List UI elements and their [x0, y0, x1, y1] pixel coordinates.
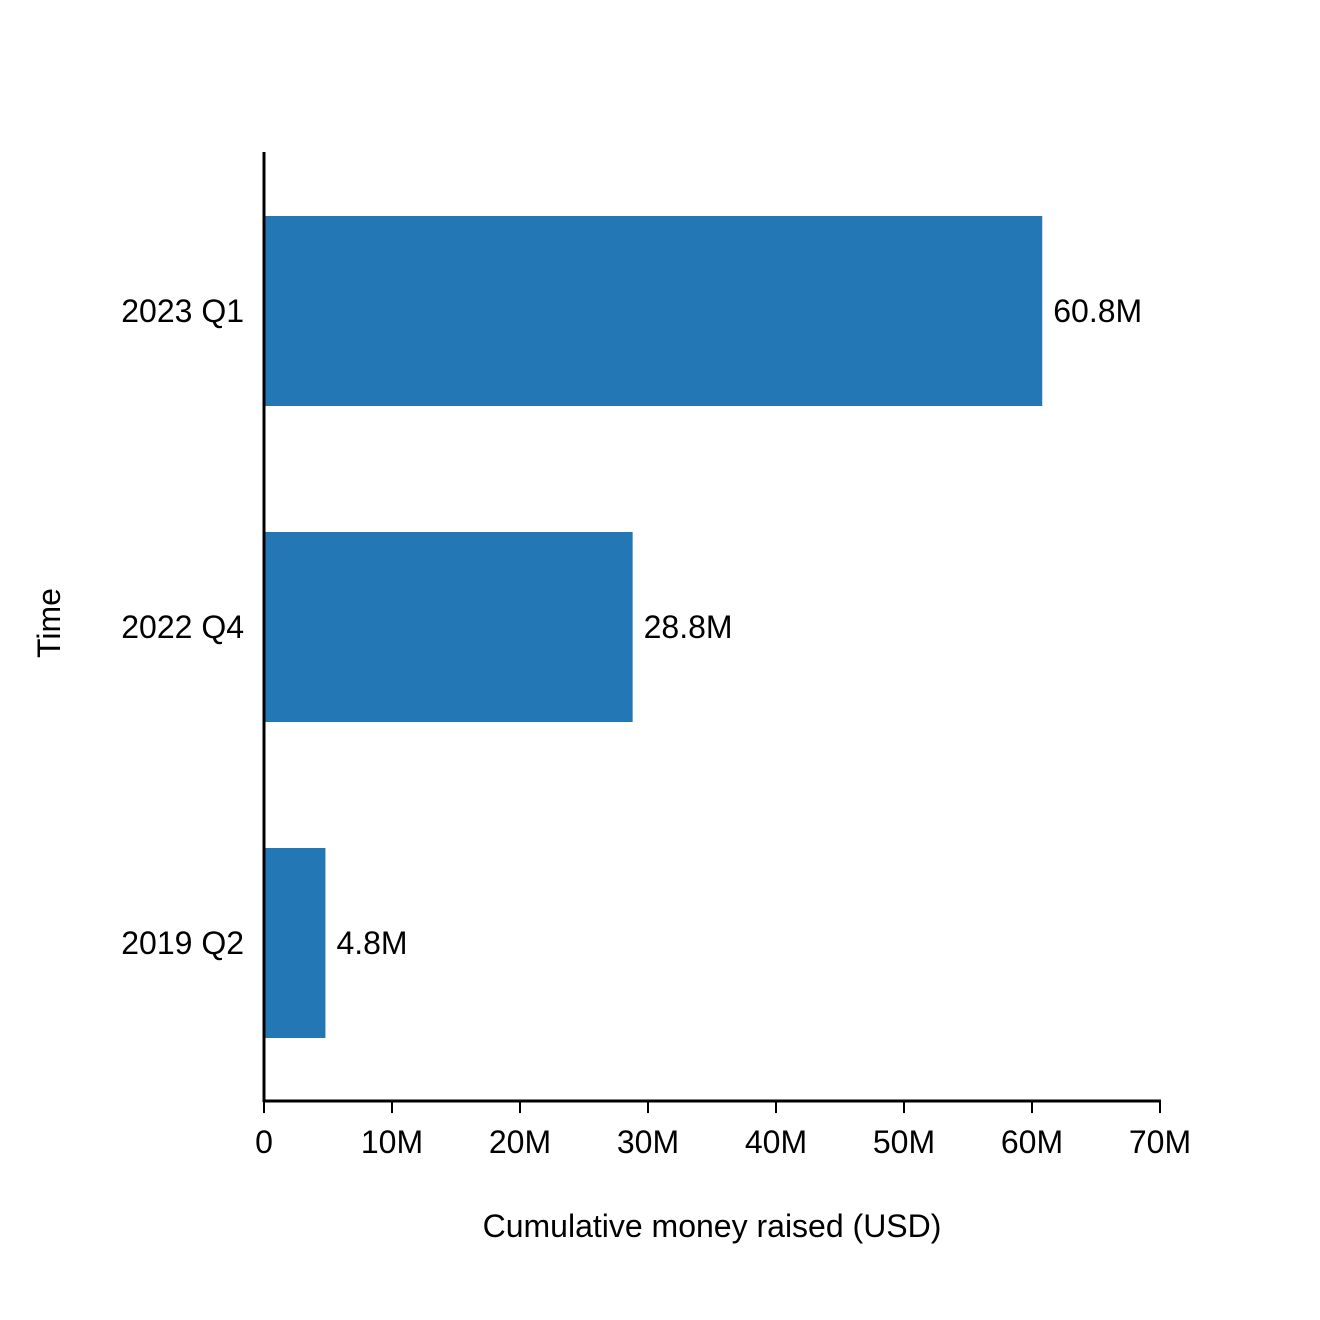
- x-tick-label: 10M: [361, 1124, 423, 1160]
- y-axis-title: Time: [31, 588, 67, 658]
- y-tick-label: 2019 Q2: [121, 925, 244, 961]
- x-tick-label: 30M: [617, 1124, 679, 1160]
- x-tick-label: 20M: [489, 1124, 551, 1160]
- value-label: 4.8M: [336, 925, 407, 961]
- value-labels-group: 60.8M 28.8M 4.8M: [336, 293, 1142, 961]
- x-tick-label: 0: [255, 1124, 273, 1160]
- x-tick-label: 60M: [1001, 1124, 1063, 1160]
- y-tick-label: 2023 Q1: [121, 293, 244, 329]
- x-axis-title: Cumulative money raised (USD): [483, 1208, 942, 1244]
- category-labels-group: 2023 Q1 2022 Q4 2019 Q2: [121, 293, 244, 961]
- x-tick-label: 50M: [873, 1124, 935, 1160]
- bar-2023-q1: [264, 216, 1043, 406]
- bars-group: [264, 216, 1043, 1038]
- value-label: 28.8M: [644, 609, 733, 645]
- bar-2019-q2: [264, 848, 326, 1038]
- y-tick-label: 2022 Q4: [121, 609, 244, 645]
- x-tick-label: 70M: [1129, 1124, 1191, 1160]
- bar-2022-q4: [264, 532, 633, 722]
- value-label: 60.8M: [1053, 293, 1142, 329]
- x-tick-label: 40M: [745, 1124, 807, 1160]
- x-ticks-group: 0 10M 20M 30M 40M 50M 60M 70M: [255, 1101, 1191, 1160]
